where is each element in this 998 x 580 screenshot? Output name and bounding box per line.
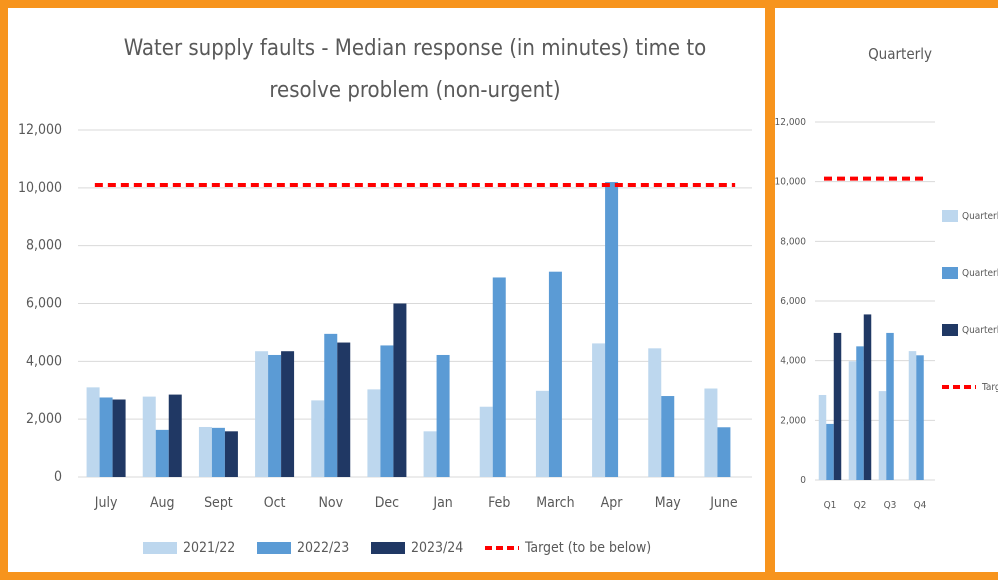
bar — [592, 343, 606, 477]
bar — [198, 426, 212, 477]
x-tick-label: Q1 — [824, 500, 837, 511]
legend-swatch — [942, 267, 958, 279]
legend-swatch — [143, 542, 177, 554]
bar — [255, 351, 269, 477]
legend-label: Quarterly 2022/23 — [962, 268, 998, 279]
bar — [878, 391, 887, 480]
x-tick-label: Q2 — [854, 500, 867, 511]
bar — [648, 348, 662, 477]
y-tick-label: 8,000 — [26, 238, 62, 254]
y-tick-label: 2,000 — [780, 415, 806, 426]
bar — [337, 342, 351, 477]
x-tick-label: June — [709, 495, 738, 511]
panel — [8, 8, 765, 572]
bar — [436, 354, 450, 477]
bar — [211, 427, 225, 477]
bar — [548, 271, 562, 477]
x-tick-label: Nov — [318, 495, 343, 511]
bar — [908, 351, 917, 480]
panel — [775, 8, 998, 572]
bar — [856, 346, 864, 480]
x-tick-label: Aug — [150, 495, 175, 511]
y-tick-label: 2,000 — [26, 411, 62, 427]
bar — [535, 390, 549, 477]
y-tick-label: 8,000 — [780, 236, 806, 247]
bar — [818, 394, 827, 480]
y-tick-label: 0 — [54, 469, 62, 485]
bar — [826, 423, 834, 480]
legend-label: 2023/24 — [411, 540, 463, 556]
bar — [324, 333, 338, 477]
x-tick-label: March — [536, 495, 574, 511]
y-tick-label: 0 — [800, 475, 806, 486]
bar — [86, 387, 100, 477]
bar — [492, 277, 506, 477]
legend-swatch — [942, 324, 958, 336]
bar — [661, 396, 675, 477]
legend-label: Quarterly 2023/24 — [962, 325, 998, 336]
bar — [142, 396, 156, 477]
y-tick-label: 4,000 — [26, 353, 62, 369]
bar — [281, 351, 295, 477]
legend-label: Target (to be below) — [981, 382, 998, 393]
legend-label: 2022/23 — [297, 540, 349, 556]
bar — [848, 361, 857, 480]
bar — [704, 388, 718, 477]
x-tick-label: Feb — [488, 495, 510, 511]
bar — [717, 427, 731, 477]
bar — [99, 397, 113, 477]
x-tick-label: Jan — [432, 495, 452, 511]
bar — [886, 332, 894, 480]
legend-label: Quarterly 2021/22 — [962, 211, 998, 222]
bar — [268, 354, 282, 477]
x-tick-label: Apr — [601, 495, 624, 511]
bar — [311, 400, 325, 477]
x-tick-label: Oct — [264, 495, 286, 511]
bar — [155, 429, 169, 477]
y-tick-label: 4,000 — [780, 356, 806, 367]
legend-label: Target (to be below) — [524, 540, 651, 556]
y-tick-label: 10,000 — [775, 177, 807, 188]
legend-swatch — [371, 542, 405, 554]
legend-label: 2021/22 — [183, 540, 235, 556]
x-tick-label: July — [94, 495, 118, 511]
x-tick-label: Dec — [375, 495, 399, 511]
x-tick-label: Q4 — [914, 500, 927, 511]
bar — [367, 389, 381, 477]
bar — [605, 182, 619, 478]
chart-title: Quarterly — [868, 45, 932, 63]
legend-swatch — [942, 210, 958, 222]
bar — [479, 406, 493, 477]
x-tick-label: May — [655, 495, 682, 511]
bar — [224, 431, 238, 477]
x-tick-label: Sept — [204, 495, 233, 511]
chart-title: Water supply faults - Median response (i… — [123, 36, 707, 103]
x-tick-label: Q3 — [884, 500, 897, 511]
y-tick-label: 10,000 — [18, 180, 62, 196]
bar — [112, 399, 126, 477]
y-tick-label: 12,000 — [18, 122, 62, 138]
y-tick-label: 6,000 — [780, 296, 806, 307]
bar — [393, 303, 407, 477]
bar — [833, 332, 842, 480]
y-tick-label: 12,000 — [775, 117, 807, 128]
y-tick-label: 6,000 — [26, 296, 62, 312]
bar — [423, 431, 437, 477]
bar — [168, 394, 182, 477]
bar — [916, 355, 924, 480]
legend-swatch — [257, 542, 291, 554]
bar — [380, 345, 394, 477]
bar — [863, 314, 872, 480]
